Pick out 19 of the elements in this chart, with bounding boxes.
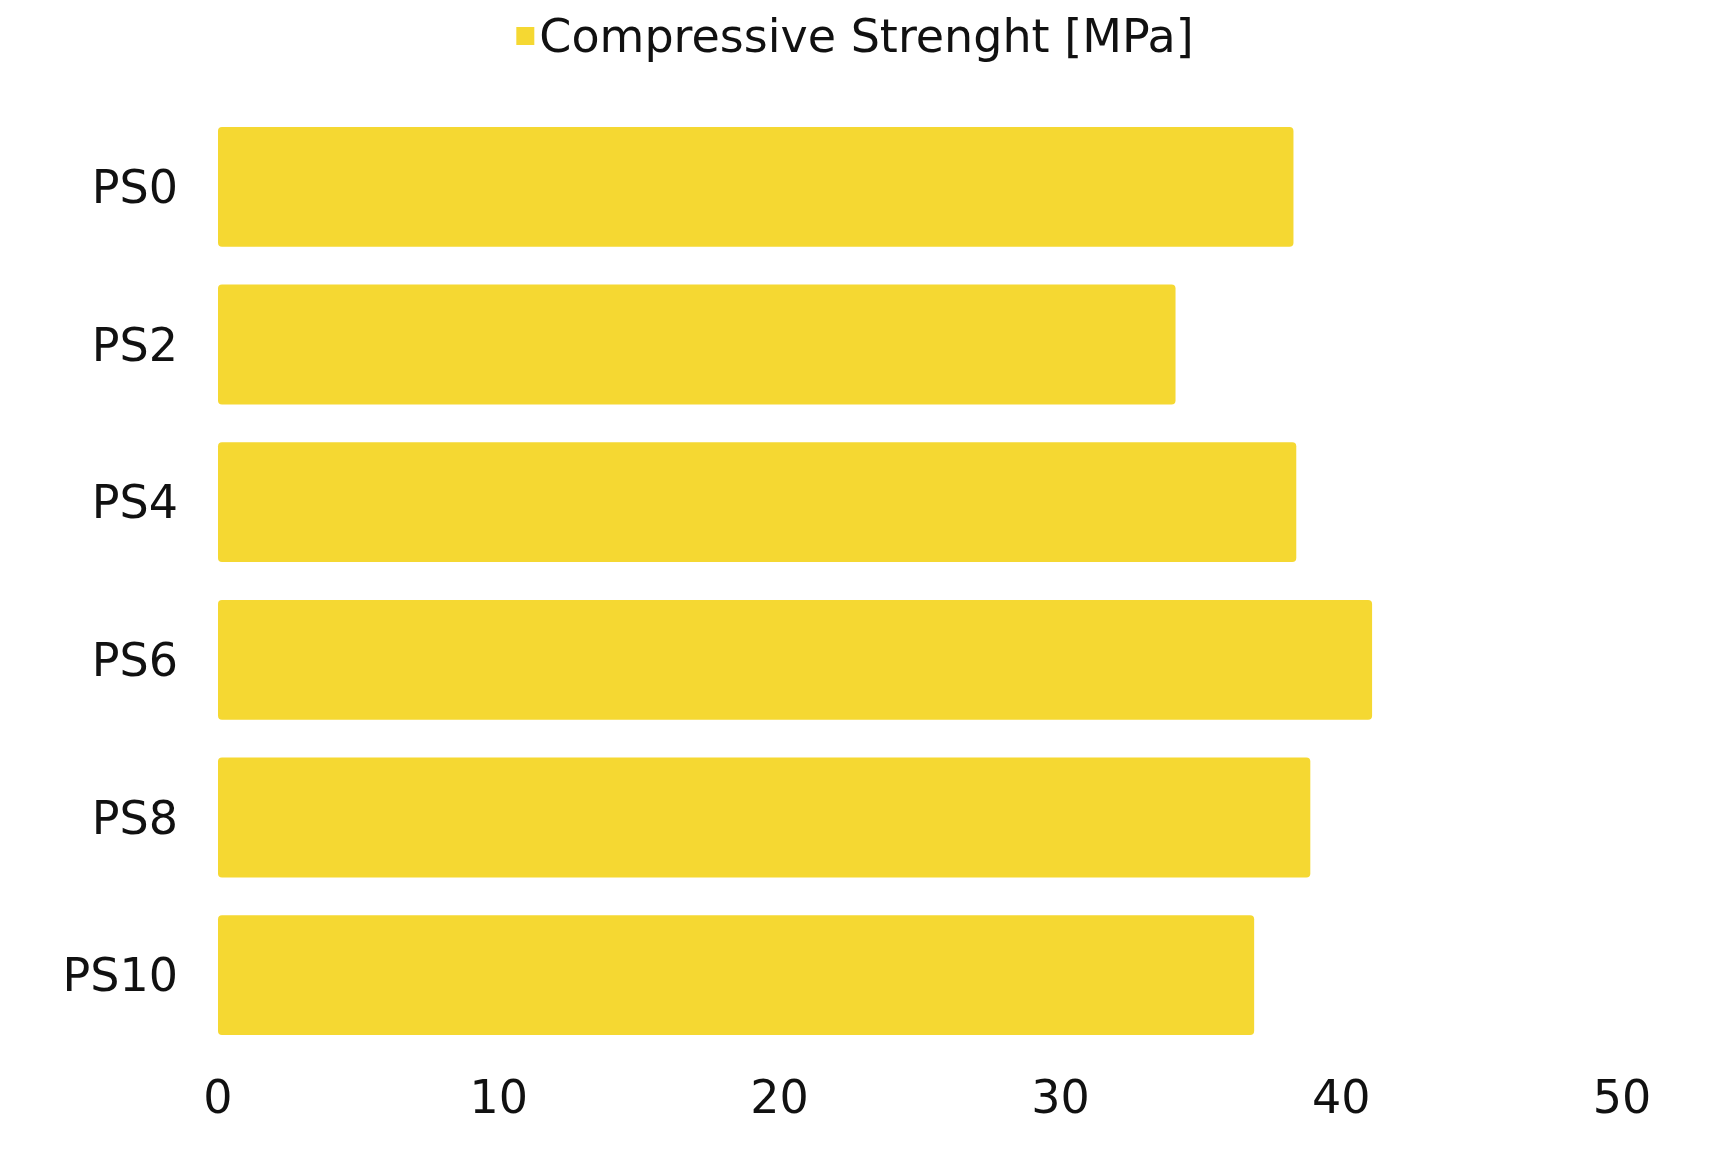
bar [218,442,1297,563]
y-tick-label: PS8 [91,790,178,845]
x-tick-label: 10 [469,1070,529,1124]
x-tick-label: 50 [1592,1070,1652,1124]
y-tick-label: PS4 [91,475,178,530]
y-tick-label: PS2 [91,317,178,372]
y-tick-label: PS6 [91,632,178,687]
legend-label: Compressive Strenght [MPa] [539,9,1194,63]
x-tick-label: 40 [1311,1070,1371,1124]
bar [218,915,1255,1036]
x-tick-label: 20 [750,1070,809,1124]
bar [218,599,1373,720]
bar [218,757,1311,878]
x-tick-label: 30 [1031,1070,1090,1124]
y-tick-label: PS0 [91,159,178,214]
x-tick-label: 0 [203,1070,233,1124]
bar [218,284,1176,405]
y-tick-label: PS10 [62,948,178,1003]
bar [218,126,1294,247]
